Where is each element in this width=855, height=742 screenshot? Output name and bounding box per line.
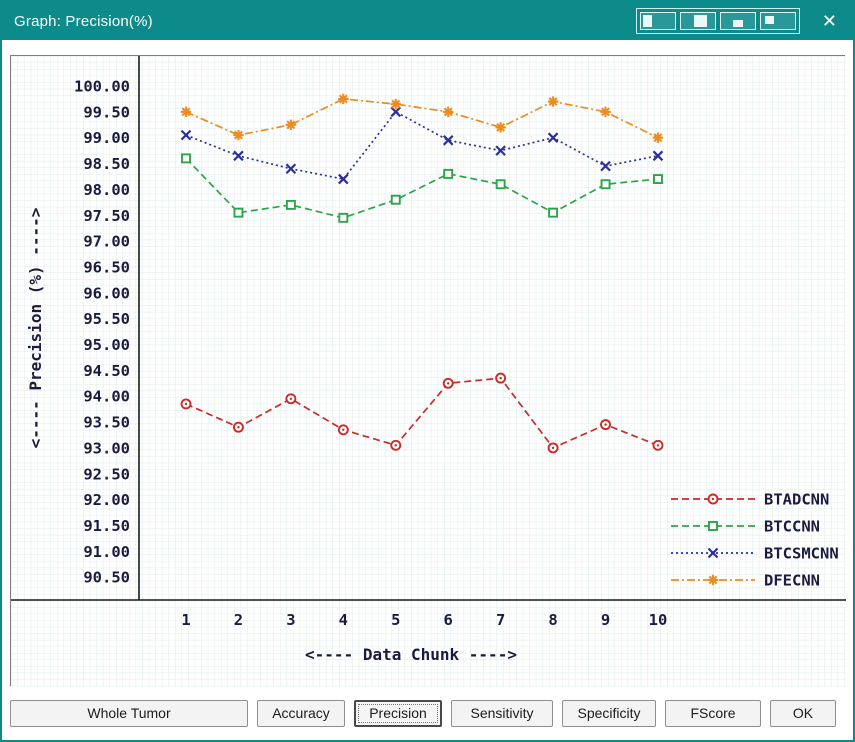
svg-text:92.50: 92.50 [83, 465, 130, 483]
titlebar-controls: ✕ [635, 8, 841, 34]
fscore-button[interactable]: FScore [665, 699, 761, 727]
svg-text:9: 9 [601, 611, 610, 629]
svg-text:5: 5 [391, 611, 400, 629]
svg-text:DFECNN: DFECNN [764, 572, 820, 590]
pane-bottom-icon[interactable] [719, 12, 756, 30]
svg-text:1: 1 [181, 611, 190, 629]
pane-left-icon[interactable] [639, 12, 676, 30]
titlebar: Graph: Precision(%) ✕ [2, 2, 853, 40]
svg-text:94.50: 94.50 [83, 362, 130, 380]
pane-split-icon[interactable] [679, 12, 716, 30]
sensitivity-button[interactable]: Sensitivity [451, 699, 553, 727]
svg-text:<---- Precision (%) ---->: <---- Precision (%) ----> [26, 208, 45, 449]
chart-panel: 100.00 99.50 99.00 98.50 98.00 97.50 97.00 96.5… [10, 55, 846, 687]
window-title: Graph: Precision(%) [14, 12, 153, 30]
svg-text:8: 8 [548, 611, 557, 629]
svg-text:100.00: 100.00 [74, 78, 130, 96]
svg-text:91.50: 91.50 [83, 517, 130, 535]
precision-button[interactable]: Precision [354, 699, 442, 727]
svg-text:99.00: 99.00 [83, 129, 130, 147]
svg-text:91.00: 91.00 [83, 543, 130, 561]
svg-text:96.50: 96.50 [83, 258, 130, 276]
svg-text:2: 2 [234, 611, 243, 629]
close-icon[interactable]: ✕ [821, 11, 837, 31]
precision-line-chart: 100.00 99.50 99.00 98.50 98.00 97.50 97.00 96.5… [11, 56, 846, 687]
svg-text:95.00: 95.00 [83, 336, 130, 354]
svg-text:97.50: 97.50 [83, 207, 130, 225]
svg-text:94.00: 94.00 [83, 388, 130, 406]
svg-text:BTCCNN: BTCCNN [764, 518, 820, 536]
svg-text:3: 3 [286, 611, 295, 629]
svg-text:90.50: 90.50 [83, 569, 130, 587]
svg-text:93.50: 93.50 [83, 414, 130, 432]
accuracy-button[interactable]: Accuracy [257, 699, 345, 727]
svg-text:BTCSMCNN: BTCSMCNN [764, 545, 839, 563]
svg-text:93.00: 93.00 [83, 439, 130, 457]
svg-text:92.00: 92.00 [83, 491, 130, 509]
whole-tumor-button[interactable]: Whole Tumor [10, 699, 248, 727]
chart-body: 100.00 99.50 99.00 98.50 98.00 97.50 97.00 96.5… [2, 40, 853, 687]
svg-text:98.00: 98.00 [83, 181, 130, 199]
button-row: Whole Tumor Accuracy Precision Sensitivi… [2, 686, 853, 740]
pane-small-icon[interactable] [759, 12, 796, 30]
svg-text:7: 7 [496, 611, 505, 629]
svg-text:BTADCNN: BTADCNN [764, 491, 829, 509]
svg-text:10: 10 [649, 611, 668, 629]
svg-text:98.50: 98.50 [83, 155, 130, 173]
svg-text:95.50: 95.50 [83, 310, 130, 328]
svg-text:96.00: 96.00 [83, 284, 130, 302]
svg-text:99.50: 99.50 [83, 103, 130, 121]
svg-text:97.00: 97.00 [83, 233, 130, 251]
ok-button[interactable]: OK [770, 699, 836, 727]
svg-text:<---- Data Chunk ---->: <---- Data Chunk ----> [305, 645, 517, 664]
svg-text:6: 6 [444, 611, 453, 629]
svg-text:4: 4 [339, 611, 348, 629]
window-layout-icon-group [635, 8, 800, 34]
specificity-button[interactable]: Specificity [562, 699, 656, 727]
